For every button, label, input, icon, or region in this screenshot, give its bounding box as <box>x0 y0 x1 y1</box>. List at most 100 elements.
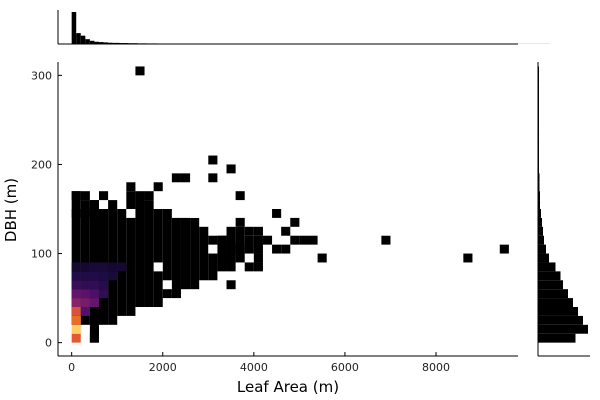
right-histogram-bar <box>538 324 588 334</box>
heatmap-cell <box>71 324 81 334</box>
top-histogram-bar <box>112 42 120 44</box>
right-histogram-bar <box>538 66 539 76</box>
density-column <box>180 217 191 290</box>
heatmap-cell <box>98 271 109 281</box>
right-histogram-bar <box>538 333 576 343</box>
right-histogram-bar <box>538 128 539 138</box>
empty-bin <box>153 262 163 272</box>
heatmap-cell <box>117 262 127 272</box>
top-histogram-bar <box>94 41 99 44</box>
outlier-bin <box>281 244 291 254</box>
outlier-bin <box>144 191 154 201</box>
right-histogram-bar <box>538 262 556 272</box>
right-histogram-bar <box>538 307 578 316</box>
top-histogram-bar <box>89 40 95 44</box>
outlier-bin <box>235 244 245 254</box>
outlier-bin <box>499 244 509 254</box>
right-histogram-bar <box>538 298 573 307</box>
right-histogram-bar <box>538 111 539 120</box>
outlier-bin <box>281 226 291 236</box>
top-histogram-bar <box>76 33 81 44</box>
top-marginal-histogram <box>57 10 550 45</box>
right-histogram-bar <box>538 253 549 263</box>
x-axis-label: Leaf Area (m) <box>237 378 339 396</box>
right-histogram-bar <box>538 119 539 129</box>
right-histogram-bar <box>538 102 539 111</box>
right-histogram-bar <box>538 200 540 209</box>
right-histogram-bar <box>538 289 568 299</box>
outlier-bin <box>272 244 282 254</box>
outlier-bin <box>217 235 227 245</box>
x-tick-label: 8000 <box>422 361 450 374</box>
right-histogram-bar <box>538 155 539 165</box>
density-column <box>71 191 81 325</box>
outlier-bin <box>71 209 81 218</box>
outlier-bin <box>71 191 81 201</box>
outlier-bin <box>226 280 236 290</box>
outlier-bin <box>80 191 90 201</box>
top-histogram-bar <box>137 43 147 44</box>
top-histogram-bar <box>85 39 90 44</box>
density-column <box>135 191 145 307</box>
outlier-bin <box>89 333 99 343</box>
outlier-bin <box>244 226 254 236</box>
right-histogram-bar <box>538 235 544 245</box>
top-histogram-bar <box>71 12 77 44</box>
density-column <box>153 209 163 307</box>
density-column <box>108 200 118 325</box>
outlier-bin <box>135 66 145 76</box>
empty-bin <box>162 280 172 290</box>
outlier-bin <box>381 235 391 245</box>
top-histogram-bar <box>128 43 138 44</box>
density-column <box>217 235 227 272</box>
outlier-bin <box>171 173 181 183</box>
heatmap-cell <box>108 271 118 281</box>
density-column <box>117 209 127 316</box>
heatmap-cell <box>89 298 99 307</box>
density-column <box>190 217 200 290</box>
heatmap-cell <box>71 280 81 290</box>
top-histogram-bar <box>146 43 158 44</box>
top-histogram-bar <box>80 35 86 44</box>
right-histogram-bar <box>538 93 539 103</box>
outlier-bin <box>226 253 236 263</box>
top-histogram-bar <box>108 42 113 44</box>
outlier-bin <box>226 164 236 174</box>
right-histogram-bar <box>538 84 539 94</box>
right-histogram-bar <box>538 137 539 147</box>
heatmap-cell <box>80 271 90 281</box>
outlier-bin <box>98 191 109 201</box>
outlier-bin <box>317 253 327 263</box>
right-histogram-bar <box>538 244 546 254</box>
heatmap-cell <box>89 289 99 299</box>
right-histogram-bar <box>538 315 583 325</box>
outlier-bin <box>208 155 218 165</box>
density-column <box>171 217 181 299</box>
outlier-bin <box>244 262 254 272</box>
y-axis-label: DBH (m) <box>2 178 20 242</box>
x-tick-label: 0 <box>68 361 75 374</box>
right-histogram-bar <box>538 271 561 281</box>
empty-bin <box>208 244 218 254</box>
outlier-bin <box>208 173 218 183</box>
right-histogram-bar <box>538 280 563 290</box>
heatmap-cell <box>98 262 109 272</box>
density-column <box>162 209 172 299</box>
outlier-bin <box>290 235 300 245</box>
top-histogram-bar <box>119 43 129 44</box>
outlier-bin <box>253 262 263 272</box>
heatmap-cell <box>80 289 90 299</box>
density-column <box>126 191 136 316</box>
outlier-bin <box>463 253 473 263</box>
heatmap-cell <box>71 298 81 307</box>
outlier-bin <box>235 217 245 227</box>
outlier-bin <box>262 235 273 245</box>
outlier-bin <box>308 235 318 245</box>
heatmap-cell <box>71 271 81 281</box>
outlier-bin <box>235 191 245 201</box>
heatmap-cell <box>98 280 109 290</box>
right-histogram-bar <box>538 164 539 174</box>
outlier-bin <box>180 173 191 183</box>
outlier-bin <box>153 182 163 192</box>
main-axes: 0 2000 4000 6000 8000 0 100 200 300 <box>31 62 518 374</box>
